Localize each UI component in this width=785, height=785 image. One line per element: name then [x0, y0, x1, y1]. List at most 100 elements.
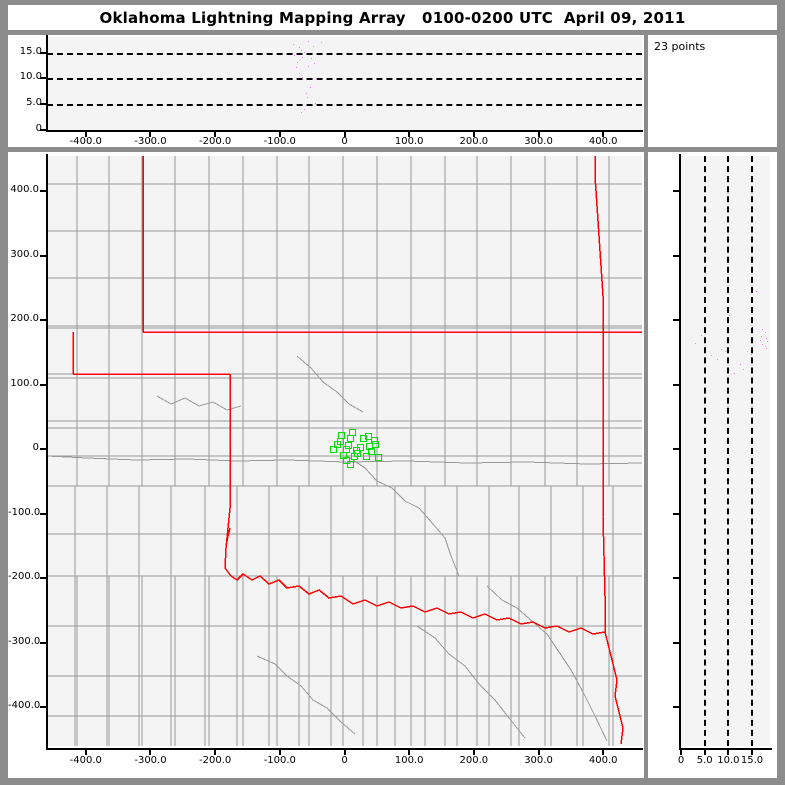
gridline-v: [727, 156, 730, 746]
faint-marker: [711, 355, 712, 356]
source-marker: [330, 446, 337, 453]
y-tick: [673, 706, 680, 709]
gridline-h: [47, 52, 642, 55]
x-tick-label: -200.0: [199, 136, 232, 147]
faint-marker: [308, 66, 309, 67]
x-tick-label: -300.0: [134, 136, 167, 147]
county-irregular-f: [156, 395, 242, 411]
x-tick-label: -400.0: [69, 755, 102, 766]
x-tick-label: 400.0: [588, 136, 618, 147]
faint-marker: [294, 55, 295, 56]
time-height-plot-area[interactable]: [47, 37, 642, 130]
x-tick: [703, 749, 706, 755]
faint-marker: [302, 77, 303, 78]
state-border-south: [224, 567, 606, 635]
faint-marker: [316, 79, 317, 80]
y-tick-label: 100.0: [10, 377, 39, 389]
gridline-h: [47, 78, 642, 81]
state-border-se: [604, 631, 624, 745]
y-tick-label: 0: [32, 442, 39, 454]
faint-marker: [299, 47, 300, 48]
faint-marker: [701, 335, 702, 336]
source-marker: [368, 448, 375, 455]
y-tick-label: 200.0: [10, 313, 39, 325]
map-plot-area[interactable]: [47, 156, 642, 746]
faint-marker: [297, 62, 298, 63]
source-marker: [347, 461, 354, 468]
faint-marker: [314, 63, 315, 64]
height-plan-panel[interactable]: 0 5.0 10.0 15.0: [648, 152, 777, 778]
y-tick: [40, 103, 47, 106]
faint-marker: [766, 338, 767, 339]
gridline-v: [751, 156, 754, 746]
county-irregular-b: [486, 585, 608, 742]
y-axis-line: [679, 154, 681, 750]
faint-marker: [302, 57, 303, 58]
source-marker: [337, 438, 344, 445]
faint-marker: [301, 112, 302, 113]
y-tick: [673, 383, 680, 386]
y-tick: [673, 319, 680, 322]
y-tick: [673, 448, 680, 451]
faint-marker: [306, 93, 307, 94]
faint-marker: [315, 103, 316, 104]
source-marker: [354, 450, 361, 457]
x-tick: [84, 131, 87, 137]
faint-marker: [304, 52, 305, 53]
y-tick-label: 5.0: [26, 97, 42, 109]
x-tick: [149, 131, 152, 137]
x-tick-label: 15.0: [740, 755, 764, 766]
y-axis-line: [46, 154, 48, 750]
faint-marker: [293, 44, 294, 45]
x-tick: [278, 131, 281, 137]
faint-marker: [299, 73, 300, 74]
page-title: Oklahoma Lightning Mapping Array 0100-02…: [99, 8, 686, 27]
state-border-east: [602, 332, 606, 632]
faint-marker: [747, 351, 748, 352]
x-tick: [278, 749, 281, 755]
faint-marker: [765, 332, 766, 333]
faint-marker: [311, 58, 312, 59]
points-count-label: 23 points: [654, 40, 706, 53]
y-tick: [40, 190, 47, 193]
x-tick: [537, 131, 540, 137]
faint-marker: [743, 369, 744, 370]
x-tick: [751, 749, 754, 755]
faint-marker: [762, 329, 763, 330]
x-tick-label: 100.0: [394, 755, 424, 766]
x-tick: [84, 749, 87, 755]
source-marker: [360, 435, 367, 442]
y-tick-label: 300.0: [10, 248, 39, 260]
x-tick-label: -400.0: [69, 136, 102, 147]
x-tick-label: 0: [341, 136, 348, 147]
y-tick: [673, 190, 680, 193]
x-tick: [214, 131, 217, 137]
y-tick: [40, 383, 47, 386]
x-tick-label: -100.0: [263, 755, 296, 766]
y-tick: [673, 641, 680, 644]
faint-marker: [740, 364, 741, 365]
map-panel[interactable]: -400.0 -300.0 -200.0 -100.0 0 100.0 200.0 300.0…: [8, 152, 644, 778]
source-marker: [375, 454, 382, 461]
x-tick-label: 100.0: [394, 136, 424, 147]
y-tick: [673, 577, 680, 580]
y-tick: [40, 254, 47, 257]
y-tick: [40, 77, 47, 80]
faint-marker: [761, 336, 762, 337]
faint-marker: [766, 348, 767, 349]
faint-marker: [729, 315, 730, 316]
y-tick: [40, 129, 47, 131]
state-border-sw-corner: [225, 527, 231, 547]
faint-marker: [760, 340, 761, 341]
x-tick: [214, 749, 217, 755]
time-height-panel[interactable]: 0 5.0 10.0 15.0 -400.0 -300.0 -200.0 -100.0 0 100…: [8, 35, 644, 147]
county-irregular-e: [296, 355, 364, 413]
faint-marker: [321, 42, 322, 43]
x-tick: [408, 131, 411, 137]
points-count-panel: 23 points: [648, 35, 777, 147]
x-tick-label: 10.0: [717, 755, 740, 766]
faint-marker: [762, 344, 763, 345]
height-plan-plot-area[interactable]: [680, 156, 770, 746]
faint-marker: [301, 50, 302, 51]
faint-marker: [310, 87, 311, 88]
